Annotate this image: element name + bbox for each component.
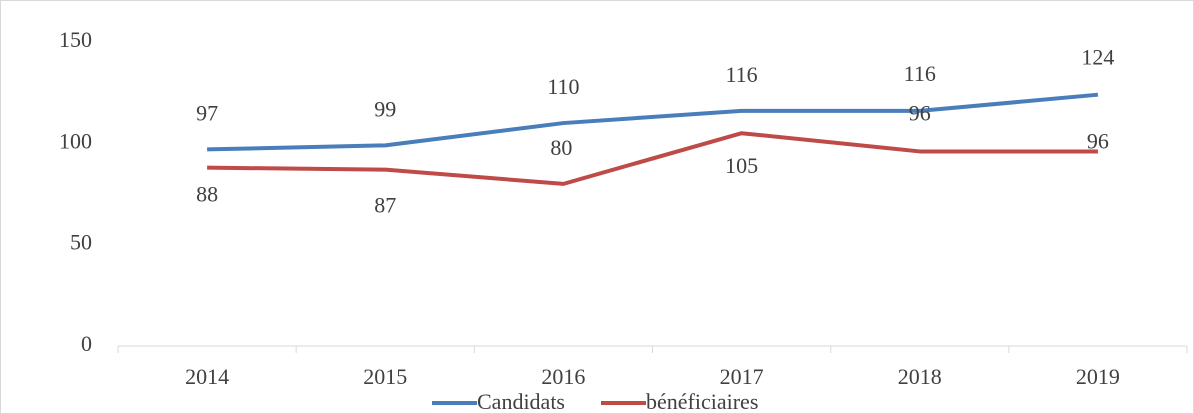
data-label: 97: [196, 100, 218, 125]
series-line: [207, 92, 1099, 152]
data-label: 99: [374, 96, 396, 121]
data-label: 96: [909, 100, 931, 125]
series-line: [207, 131, 1098, 186]
y-tick-label: 0: [81, 331, 92, 356]
x-tick-label: 2019: [1076, 364, 1120, 389]
y-tick-label: 100: [59, 128, 92, 153]
data-label: 116: [725, 62, 757, 87]
data-label: 116: [904, 61, 936, 86]
x-tick-label: 2014: [185, 364, 229, 389]
data-label: 87: [374, 193, 396, 218]
x-tick-label: 2017: [720, 364, 764, 389]
data-label: 88: [196, 182, 218, 207]
y-tick-label: 50: [70, 230, 92, 255]
data-label: 124: [1081, 45, 1114, 70]
x-tick-label: 2018: [898, 364, 942, 389]
legend-label: bénéficiaires: [646, 389, 758, 414]
data-label: 96: [1087, 128, 1109, 153]
x-tick-label: 2016: [541, 364, 585, 389]
data-label: 80: [550, 135, 572, 160]
x-tick-label: 2015: [363, 364, 407, 389]
y-tick-label: 150: [59, 27, 92, 52]
data-label: 105: [725, 153, 758, 178]
legend-label: Candidats: [477, 389, 565, 414]
data-label: 110: [547, 74, 579, 99]
